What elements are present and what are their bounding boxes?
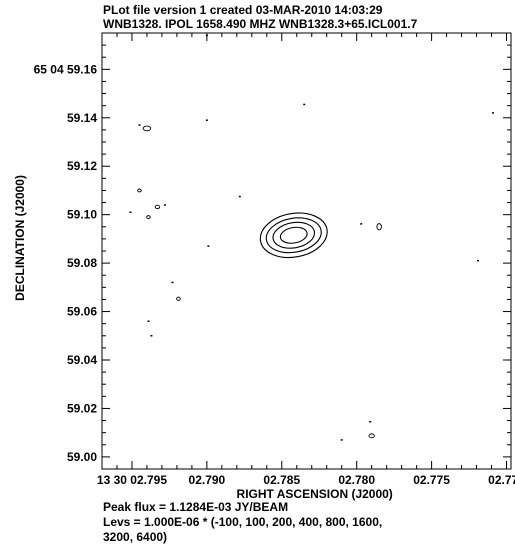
y-tick-label: 59.02 bbox=[67, 401, 97, 415]
y-tick-label: 59.06 bbox=[67, 305, 97, 319]
source-contour bbox=[279, 226, 308, 244]
noise-speck bbox=[340, 439, 343, 441]
y-tick-label: 59.04 bbox=[67, 353, 97, 367]
y-axis-title: DECLINATION (J2000) bbox=[13, 175, 27, 301]
peak-flux-text: Peak flux = 1.1284E-03 JY/BEAM bbox=[103, 500, 289, 514]
noise-contour bbox=[368, 433, 375, 439]
levels-text-line1: Levs = 1.000E-06 * (-100, 100, 200, 400,… bbox=[103, 515, 383, 529]
y-tick-labels: 65 04 59.16 59.14 59.12 59.10 59.08 59.06 59.0… bbox=[34, 62, 98, 464]
y-tick-label: 59.14 bbox=[67, 111, 97, 125]
y-tick-label: 65 04 59.16 bbox=[34, 62, 98, 76]
contour-layer bbox=[129, 34, 495, 441]
noise-contour bbox=[154, 204, 161, 210]
noise-speck bbox=[205, 34, 208, 37]
x-axis-title: RIGHT ASCENSION (J2000) bbox=[237, 487, 393, 501]
plot-header-line1: PLot file version 1 created 03-MAR-2010 … bbox=[103, 3, 383, 17]
y-tick-label: 59.10 bbox=[67, 208, 97, 222]
noise-speck bbox=[238, 195, 241, 198]
noise-contour bbox=[137, 188, 142, 193]
tick-marks bbox=[101, 32, 511, 469]
noise-speck bbox=[171, 281, 174, 284]
noise-speck bbox=[492, 112, 495, 114]
noise-speck bbox=[207, 245, 210, 247]
noise-speck bbox=[138, 124, 141, 126]
noise-contour bbox=[376, 223, 382, 231]
noise-contour bbox=[176, 296, 181, 301]
levels-text-line2: 3200, 6400) bbox=[103, 530, 168, 544]
noise-contour bbox=[142, 125, 152, 132]
noise-speck bbox=[360, 223, 363, 225]
noise-contour bbox=[146, 215, 151, 219]
x-tick-label: 02.775 bbox=[413, 473, 450, 487]
y-tick-label: 59.00 bbox=[67, 450, 97, 464]
source-contour bbox=[272, 221, 316, 249]
x-tick-label: 02.790 bbox=[189, 473, 226, 487]
noise-speck bbox=[163, 204, 166, 206]
noise-speck bbox=[147, 320, 150, 322]
source-contour bbox=[265, 217, 322, 254]
x-tick-label: 13 30 02.795 bbox=[97, 473, 167, 487]
x-tick-labels: 13 30 02.795 02.790 02.785 02.780 02.775 02.7… bbox=[97, 473, 515, 487]
source-contour bbox=[259, 212, 328, 259]
plot-frame bbox=[101, 32, 512, 470]
x-tick-label: 02.780 bbox=[338, 473, 375, 487]
noise-speck bbox=[303, 103, 306, 106]
y-tick-label: 59.08 bbox=[67, 256, 97, 270]
noise-speck bbox=[477, 259, 480, 262]
plot-header-line2: WNB1328. IPOL 1658.490 MHZ WNB1328.3+65.… bbox=[103, 17, 418, 31]
x-tick-label: 02.770 bbox=[488, 473, 515, 487]
noise-speck bbox=[369, 421, 372, 423]
noise-speck bbox=[205, 119, 208, 121]
y-tick-label: 59.12 bbox=[67, 159, 97, 173]
noise-speck bbox=[129, 211, 132, 213]
x-tick-label: 02.785 bbox=[263, 473, 300, 487]
noise-speck bbox=[150, 335, 153, 337]
